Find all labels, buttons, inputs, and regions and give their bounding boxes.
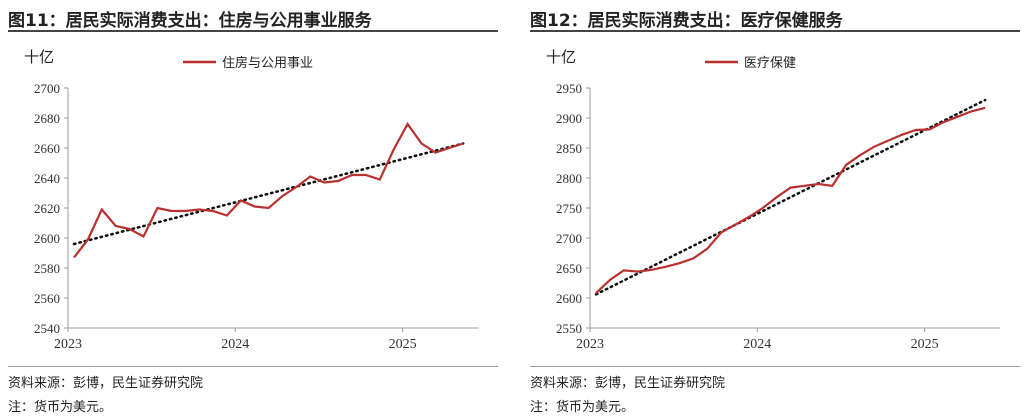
y-tick-label: 2600 xyxy=(34,231,60,246)
y-tick-label: 2620 xyxy=(34,201,60,216)
footer-divider xyxy=(530,366,1020,367)
footer-divider xyxy=(8,366,498,367)
source-note: 资料来源：彭博，民生证券研究院 xyxy=(530,376,726,391)
x-tick-label: 2025 xyxy=(911,337,939,352)
title-divider xyxy=(8,30,498,32)
y-tick-label: 2600 xyxy=(556,291,582,306)
y-tick-label: 2900 xyxy=(556,111,582,126)
y-tick-label: 2640 xyxy=(34,171,60,186)
legend-label: 住房与公用事业 xyxy=(222,55,313,71)
trendline xyxy=(594,98,987,296)
y-tick-label: 2680 xyxy=(34,111,60,126)
y-tick-label: 2580 xyxy=(34,261,60,276)
y-tick-label: 2550 xyxy=(556,321,582,336)
y-tick-label: 2700 xyxy=(34,81,60,96)
source-note: 资料来源：彭博，民生证券研究院 xyxy=(8,376,204,391)
chart-housing: 十亿 住房与公用事业 2540 2560 2580 2600 2620 2640 2660 268… xyxy=(24,48,478,352)
chart-panel-healthcare: 图12：居民实际消费支出：医疗保健服务 十亿 医疗保健 2550 2600 2650 27… xyxy=(530,0,1020,419)
chart-panel-housing: 图11：居民实际消费支出：住房与公用事业服务 十亿 住房与公用事业 2540 2560… xyxy=(8,0,498,419)
currency-note: 注：货币为美元。 xyxy=(8,400,113,415)
y-tick-label: 2700 xyxy=(556,231,582,246)
chart-title: 图12：居民实际消费支出：医疗保健服务 xyxy=(530,11,843,31)
x-tick-label: 2023 xyxy=(54,337,82,352)
unit-label: 十亿 xyxy=(546,48,576,66)
trendline xyxy=(72,142,465,246)
x-tick-label: 2024 xyxy=(221,337,249,352)
x-tick-label: 2024 xyxy=(743,337,771,352)
y-tick-label: 2650 xyxy=(556,261,582,276)
chart-title: 图11：居民实际消费支出：住房与公用事业服务 xyxy=(8,11,372,31)
y-tick-label: 2540 xyxy=(34,321,60,336)
y-tick-label: 2850 xyxy=(556,141,582,156)
series-line xyxy=(73,121,464,259)
y-tick-label: 2800 xyxy=(556,171,582,186)
legend-label: 医疗保健 xyxy=(744,56,796,71)
y-tick-label: 2750 xyxy=(556,201,582,216)
x-tick-label: 2023 xyxy=(576,337,604,352)
unit-label: 十亿 xyxy=(24,48,54,66)
currency-note: 注：货币为美元。 xyxy=(530,400,635,415)
y-tick-label: 2950 xyxy=(556,81,582,96)
y-tick-label: 2560 xyxy=(34,291,60,306)
x-tick-label: 2025 xyxy=(389,337,417,352)
chart-healthcare: 十亿 医疗保健 2550 2600 2650 2700 2750 2800 2850 2900 29… xyxy=(546,48,1000,352)
y-tick-label: 2660 xyxy=(34,141,60,156)
title-divider xyxy=(530,30,1020,32)
